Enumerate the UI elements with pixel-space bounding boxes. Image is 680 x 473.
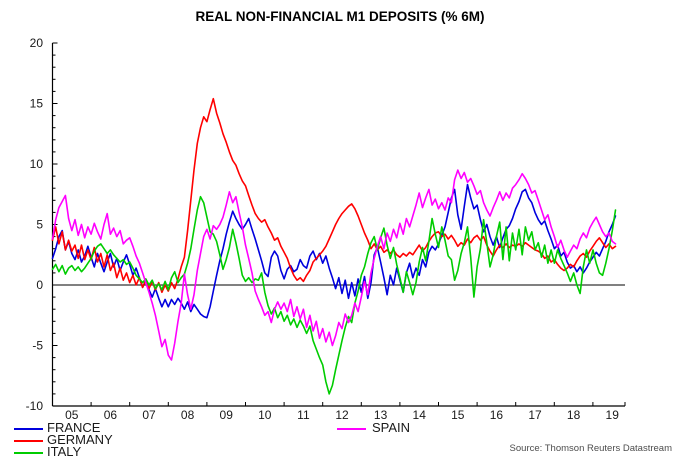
italy-line-swatch bbox=[14, 452, 43, 454]
legend-label-germany: GERMANY bbox=[47, 432, 113, 447]
x-tick-label: 12 bbox=[335, 408, 349, 422]
y-tick-label: -5 bbox=[32, 339, 43, 353]
x-tick-label: 16 bbox=[490, 408, 504, 422]
chart-title: REAL NON-FINANCIAL M1 DEPOSITS (% 6M) bbox=[195, 9, 485, 24]
x-tick-label: 18 bbox=[567, 408, 581, 422]
source-attribution: Source: Thomson Reuters Datastream bbox=[509, 443, 672, 454]
x-tick-label: 07 bbox=[142, 408, 156, 422]
x-tick-label: 09 bbox=[220, 408, 234, 422]
series-line-spain bbox=[51, 169, 617, 361]
spain-line-swatch bbox=[337, 428, 366, 430]
legend-label-spain: SPAIN bbox=[372, 420, 411, 435]
series-line-italy bbox=[51, 195, 617, 395]
series-line-france bbox=[51, 183, 617, 319]
y-tick-label: 10 bbox=[30, 157, 44, 171]
germany-line-swatch bbox=[14, 440, 43, 442]
x-tick-label: 14 bbox=[413, 408, 427, 422]
legend-label-france: FRANCE bbox=[47, 420, 101, 435]
france-line-swatch bbox=[14, 428, 43, 430]
x-tick-label: 08 bbox=[181, 408, 195, 422]
y-tick-label: 20 bbox=[30, 36, 44, 50]
y-tick-label: 0 bbox=[36, 278, 43, 292]
x-tick-label: 05 bbox=[65, 408, 79, 422]
x-tick-label: 10 bbox=[258, 408, 272, 422]
y-tick-label: 5 bbox=[36, 218, 43, 232]
x-tick-label: 13 bbox=[374, 408, 388, 422]
x-tick-label: 17 bbox=[528, 408, 542, 422]
legend-label-italy: ITALY bbox=[47, 444, 82, 459]
y-tick-label: -10 bbox=[26, 399, 44, 413]
x-tick-label: 06 bbox=[104, 408, 118, 422]
x-tick-label: 15 bbox=[451, 408, 465, 422]
y-tick-label: 15 bbox=[30, 97, 44, 111]
x-tick-label: 11 bbox=[297, 408, 310, 422]
series-line-germany bbox=[51, 97, 617, 294]
x-tick-label: 19 bbox=[606, 408, 620, 422]
